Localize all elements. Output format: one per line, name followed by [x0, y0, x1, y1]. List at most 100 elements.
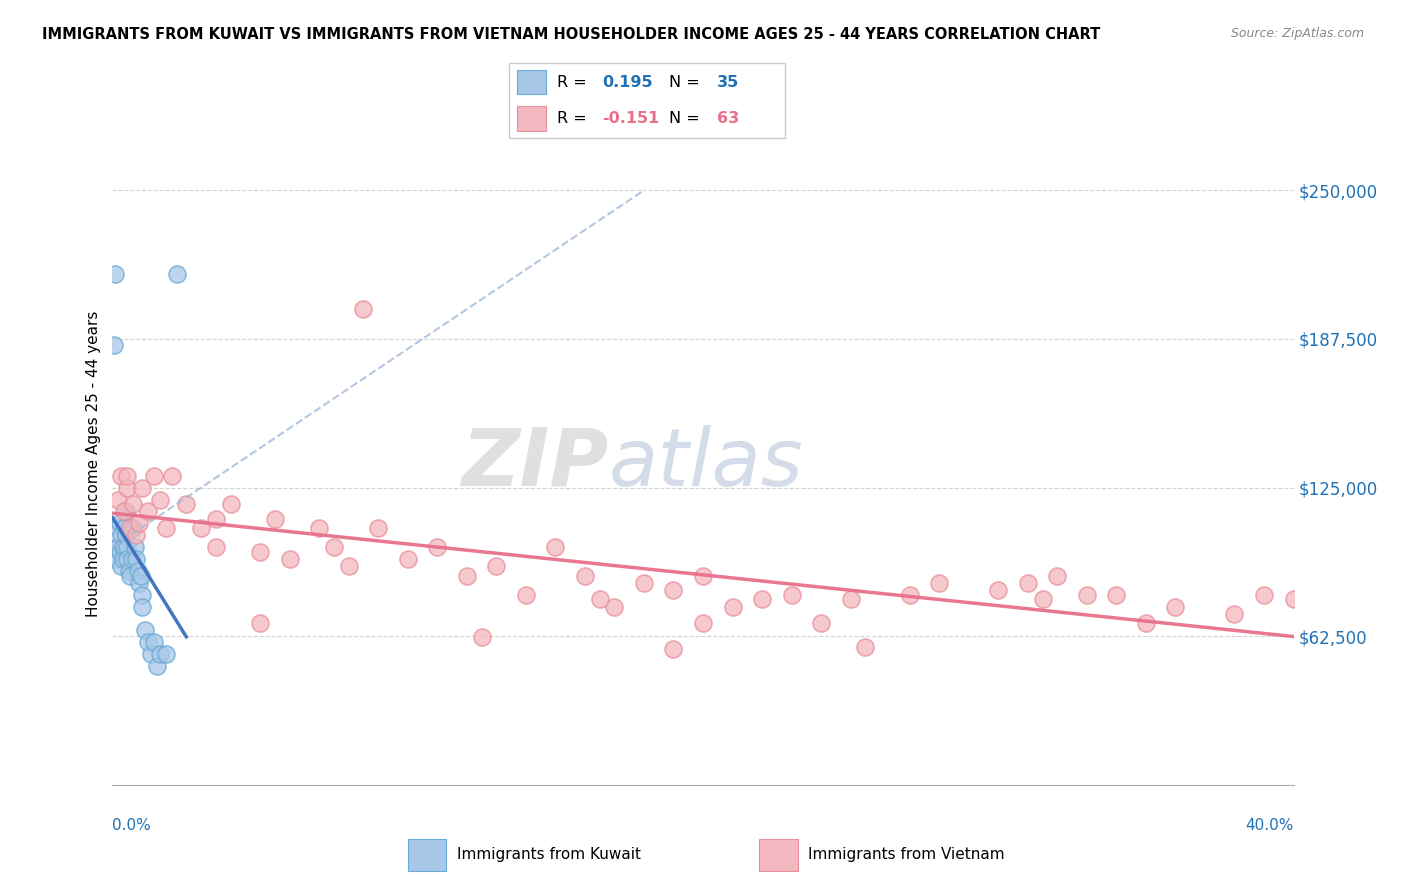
Point [485, 559, 508, 574]
Point [122, 521, 145, 535]
Point [692, 568, 714, 582]
Point [128, 575, 150, 590]
Point [111, 540, 134, 554]
Point [160, 468, 183, 483]
Point [114, 504, 136, 518]
Point [142, 635, 165, 649]
Point [105, 540, 128, 554]
FancyBboxPatch shape [408, 839, 447, 871]
Point [928, 575, 950, 590]
Text: Immigrants from Vietnam: Immigrants from Vietnam [808, 847, 1005, 862]
Text: R =: R = [557, 75, 592, 90]
Text: Source: ZipAtlas.com: Source: ZipAtlas.com [1230, 27, 1364, 40]
FancyBboxPatch shape [509, 63, 785, 137]
Point [337, 559, 360, 574]
Text: 0.0%: 0.0% [112, 818, 152, 832]
Point [131, 588, 153, 602]
Point [110, 528, 132, 542]
FancyBboxPatch shape [759, 839, 799, 871]
Point [110, 559, 132, 574]
Point [117, 468, 138, 483]
Point [136, 504, 159, 518]
Point [155, 647, 177, 661]
Text: Immigrants from Kuwait: Immigrants from Kuwait [457, 847, 641, 862]
Point [112, 540, 135, 554]
Point [367, 521, 389, 535]
Point [131, 599, 153, 614]
Point [155, 521, 177, 535]
Point [987, 582, 1010, 597]
FancyBboxPatch shape [517, 106, 546, 130]
Point [426, 540, 449, 554]
Point [104, 552, 127, 566]
Text: atlas: atlas [609, 425, 803, 503]
Point [1223, 607, 1246, 621]
Text: 0.195: 0.195 [602, 75, 652, 90]
Text: R =: R = [557, 111, 592, 126]
Point [1017, 575, 1039, 590]
Point [112, 521, 135, 535]
Point [1135, 616, 1157, 631]
Point [588, 592, 610, 607]
Point [149, 647, 172, 661]
Text: N =: N = [669, 111, 706, 126]
Point [117, 540, 138, 554]
Point [103, 338, 125, 352]
Point [129, 568, 152, 582]
Point [662, 582, 685, 597]
Point [104, 267, 127, 281]
Point [855, 640, 877, 654]
Point [131, 481, 153, 495]
Point [780, 588, 803, 602]
Point [205, 540, 228, 554]
Point [122, 497, 145, 511]
FancyBboxPatch shape [517, 70, 546, 95]
Point [603, 599, 626, 614]
Point [108, 516, 131, 531]
Point [110, 468, 132, 483]
Point [124, 540, 146, 554]
Point [128, 516, 150, 531]
Point [470, 631, 494, 645]
Point [120, 521, 142, 535]
Point [810, 616, 832, 631]
Point [633, 575, 655, 590]
Point [117, 552, 138, 566]
Point [249, 616, 271, 631]
Text: -0.151: -0.151 [602, 111, 659, 126]
Point [1164, 599, 1187, 614]
Point [174, 497, 197, 511]
Point [114, 528, 136, 542]
Point [352, 302, 374, 317]
Text: N =: N = [669, 75, 706, 90]
Point [166, 267, 188, 281]
Text: IMMIGRANTS FROM KUWAIT VS IMMIGRANTS FROM VIETNAM HOUSEHOLDER INCOME AGES 25 - 4: IMMIGRANTS FROM KUWAIT VS IMMIGRANTS FRO… [42, 27, 1101, 42]
Text: 63: 63 [717, 111, 740, 126]
Point [134, 624, 156, 638]
Point [692, 616, 714, 631]
Point [219, 497, 242, 511]
Point [120, 568, 142, 582]
Point [108, 545, 131, 559]
Point [1076, 588, 1098, 602]
Point [662, 642, 685, 657]
Point [117, 481, 138, 495]
Point [139, 647, 162, 661]
Point [721, 599, 744, 614]
Point [127, 564, 149, 578]
Point [323, 540, 346, 554]
Point [111, 552, 134, 566]
Point [125, 552, 148, 566]
Point [515, 588, 537, 602]
Point [544, 540, 567, 554]
Point [142, 468, 165, 483]
Point [1046, 568, 1069, 582]
Point [456, 568, 478, 582]
Point [107, 540, 129, 554]
Point [308, 521, 330, 535]
Text: 40.0%: 40.0% [1246, 818, 1294, 832]
Point [278, 552, 301, 566]
Point [121, 552, 143, 566]
Point [264, 511, 287, 525]
Point [1253, 588, 1275, 602]
